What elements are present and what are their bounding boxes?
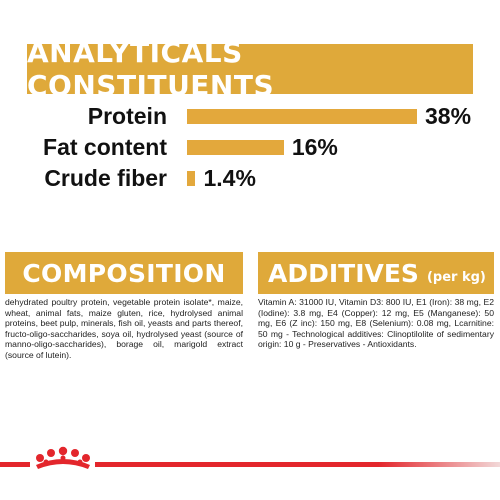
analytics-banner: ANALYTICALS CONSTITUENTS	[27, 36, 473, 102]
footer-line-right	[95, 462, 500, 467]
footer-line	[0, 462, 500, 468]
additives-subtitle: (per kg)	[426, 269, 486, 285]
analytics-title: ANALYTICALS CONSTITUENTS	[27, 36, 275, 102]
nutrient-label: Fat content	[43, 134, 167, 160]
nutrient-value: 16%	[291, 134, 338, 160]
composition-banner: COMPOSITION	[5, 252, 243, 294]
composition-text: dehydrated poultry protein, vegetable pr…	[5, 297, 243, 360]
nutrient-bar	[187, 109, 417, 124]
additives-banner: ADDITIVES (per kg)	[258, 252, 494, 294]
nutrient-label: Crude fiber	[44, 165, 167, 191]
nutrient-bar	[187, 140, 284, 155]
composition-title: COMPOSITION	[22, 258, 226, 288]
nutrient-value: 38%	[425, 103, 472, 129]
nutrient-bar	[187, 171, 196, 186]
additives-text: Vitamin A: 31000 IU, Vitamin D3: 800 IU,…	[258, 297, 494, 350]
additives-title: ADDITIVES	[268, 258, 419, 288]
nutrient-label: Protein	[87, 103, 167, 129]
royal-canin-crown-icon	[36, 446, 90, 469]
footer-line-left	[0, 462, 30, 467]
nutrient-value: 1.4%	[203, 165, 256, 191]
